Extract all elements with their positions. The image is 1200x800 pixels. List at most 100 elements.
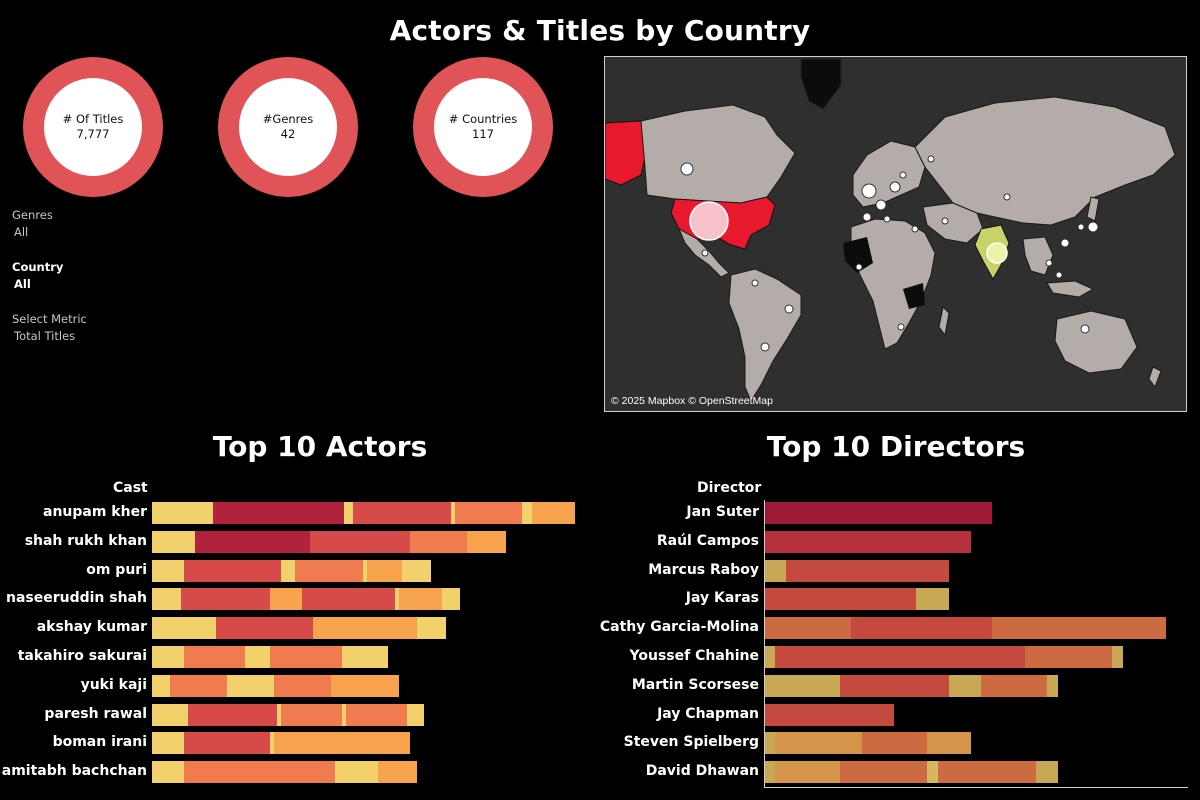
stacked-bar[interactable] [765,530,971,553]
bar-category-label[interactable]: Cathy Garcia-Molina [599,619,759,636]
stacked-bar[interactable] [765,761,1058,784]
usa-bubble[interactable] [689,201,729,241]
country-bubble[interactable] [1045,259,1053,267]
genres-filter[interactable]: Genres All [12,208,53,239]
bar-segment[interactable] [395,588,399,611]
bar-category-label[interactable]: yuki kaji [80,676,147,693]
bar-segment[interactable] [152,646,184,668]
bar-segment[interactable] [281,703,342,726]
bar-segment[interactable] [455,502,522,524]
nigeria-bubble[interactable] [855,263,863,271]
kpi-countries-ring[interactable]: # Countries 117 [413,57,553,197]
map-credit[interactable]: © 2025 Mapbox © OpenStreetMap [611,395,773,407]
bar-category-label[interactable]: om puri [86,561,147,578]
stacked-bar[interactable] [152,530,506,553]
bar-segment[interactable] [765,530,971,553]
stacked-bar[interactable] [765,674,1058,697]
country-bubble[interactable] [1055,271,1063,279]
bar-segment[interactable] [765,703,894,726]
bar-segment[interactable] [342,646,388,668]
bar-segment[interactable] [442,588,460,611]
stacked-bar[interactable] [152,646,388,668]
map-canvas[interactable] [605,57,1186,411]
bar-segment[interactable] [786,674,840,697]
mexico-bubble[interactable] [701,249,709,257]
bar-segment[interactable] [402,559,431,582]
australia-shape[interactable] [1054,310,1138,374]
canada-bubble[interactable] [680,162,694,176]
bar-segment[interactable] [367,559,402,582]
bar-segment[interactable] [310,530,410,553]
bar-segment[interactable] [184,732,270,755]
bar-segment[interactable] [399,588,442,611]
metric-selector[interactable]: Select Metric Total Titles [12,312,87,343]
bar-segment[interactable] [1025,646,1112,668]
bar-segment[interactable] [353,502,451,524]
bar-segment[interactable] [181,588,270,611]
bar-category-label[interactable]: Martin Scorsese [631,676,759,693]
bar-segment[interactable] [170,674,227,697]
stacked-bar[interactable] [152,703,424,726]
stacked-bar[interactable] [152,617,446,640]
bar-segment[interactable] [1112,646,1123,668]
bar-segment[interactable] [152,761,184,784]
bar-segment[interactable] [184,646,245,668]
bar-segment[interactable] [188,703,277,726]
bar-segment[interactable] [765,502,992,524]
bar-segment[interactable] [1047,674,1058,697]
france-bubble[interactable] [875,199,887,211]
bar-category-label[interactable]: boman irani [52,734,147,751]
brazil-bubble[interactable] [784,304,794,314]
bar-segment[interactable] [295,559,363,582]
bar-segment[interactable] [765,761,775,784]
bar-category-label[interactable]: David Dhawan [645,763,759,780]
australia-bubble[interactable] [1080,324,1090,334]
bar-category-label[interactable]: shah rukh khan [24,532,147,549]
stacked-bar[interactable] [765,646,1123,668]
bar-segment[interactable] [216,617,313,640]
stacked-bar[interactable] [152,559,431,582]
bar-segment[interactable] [927,761,938,784]
bar-segment[interactable] [938,761,1036,784]
uk-bubble[interactable] [861,183,877,199]
stacked-bar[interactable] [765,617,1166,640]
bar-segment[interactable] [765,559,786,582]
bar-segment[interactable] [245,646,270,668]
filter-value[interactable]: Total Titles [14,329,76,343]
bar-segment[interactable] [152,559,184,582]
greenland-shape[interactable] [800,58,842,110]
bar-segment[interactable] [227,674,274,697]
world-map[interactable]: © 2025 Mapbox © OpenStreetMap [604,56,1187,412]
stacked-bar[interactable] [765,588,949,611]
bar-segment[interactable] [840,761,927,784]
bar-segment[interactable] [1036,761,1058,784]
madagascar-shape[interactable] [938,305,950,337]
bar-segment[interactable] [775,646,1025,668]
bar-category-label[interactable]: akshay kumar [36,619,147,636]
alaska-shape[interactable] [605,120,648,186]
bar-segment[interactable] [927,732,971,755]
stacked-bar[interactable] [765,732,971,755]
bar-segment[interactable] [765,674,786,697]
bar-segment[interactable] [152,703,188,726]
bar-category-label[interactable]: Jay Chapman [657,705,759,722]
stacked-bar[interactable] [765,703,894,726]
bar-segment[interactable] [378,761,417,784]
bar-category-label[interactable]: takahiro sakurai [17,648,147,664]
bar-segment[interactable] [786,559,949,582]
bar-category-label[interactable]: Youssef Chahine [629,648,759,664]
bar-segment[interactable] [184,761,335,784]
bar-segment[interactable] [949,674,981,697]
bar-segment[interactable] [522,502,532,524]
bar-segment[interactable] [152,588,181,611]
stacked-bar[interactable] [152,588,460,611]
stacked-bar[interactable] [152,502,575,524]
bar-segment[interactable] [451,502,455,524]
bar-segment[interactable] [195,530,310,553]
bar-segment[interactable] [1090,617,1166,640]
bar-category-label[interactable]: Steven Spielberg [623,734,759,751]
stacked-bar[interactable] [152,732,410,755]
bar-segment[interactable] [765,588,916,611]
bar-segment[interactable] [331,674,399,697]
bar-segment[interactable] [916,588,949,611]
